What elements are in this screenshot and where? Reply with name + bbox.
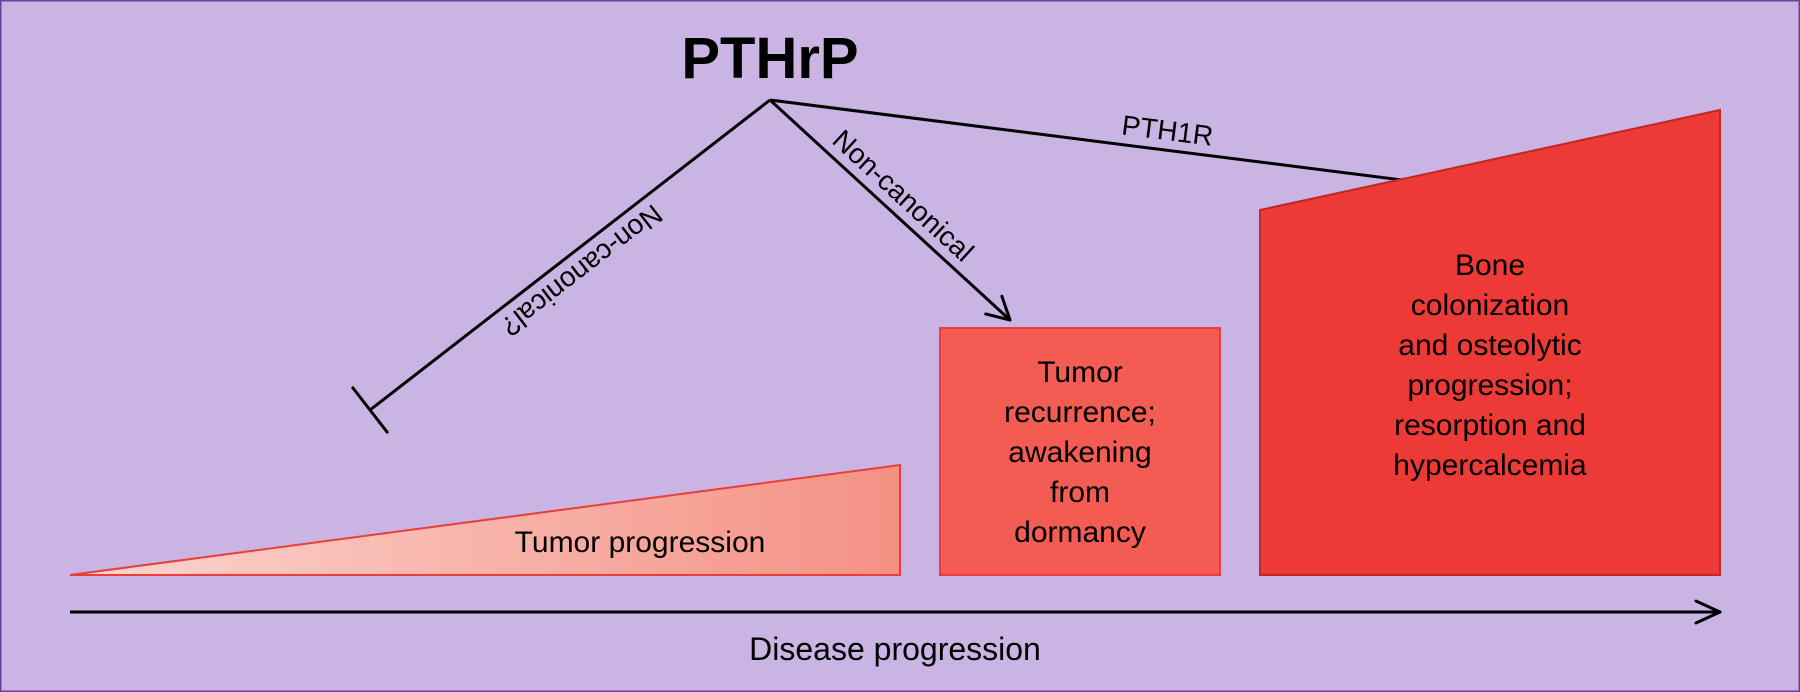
label-disease-progression: Disease progression — [749, 631, 1041, 667]
diagram-svg: PTHrPNon-canonical?Non-canonicalPTH1RTum… — [0, 0, 1800, 692]
label-tumor-progression: Tumor progression — [515, 526, 766, 559]
label-bone-colonization-line: colonization — [1411, 289, 1569, 322]
diagram-frame: PTHrPNon-canonical?Non-canonicalPTH1RTum… — [0, 0, 1800, 692]
label-bone-colonization-line: Bone — [1455, 249, 1525, 282]
title-pthrp: PTHrP — [681, 26, 858, 91]
label-bone-colonization-line: resorption and — [1394, 409, 1586, 442]
label-tumor-recurrence-line: dormancy — [1014, 516, 1146, 549]
label-bone-colonization-line: hypercalcemia — [1393, 449, 1587, 482]
label-tumor-recurrence-line: from — [1050, 476, 1110, 509]
label-bone-colonization-line: and osteolytic — [1398, 329, 1581, 362]
label-tumor-recurrence-line: awakening — [1008, 436, 1151, 469]
label-tumor-recurrence-line: Tumor — [1037, 356, 1123, 389]
label-tumor-recurrence-line: recurrence; — [1004, 396, 1156, 429]
label-bone-colonization-line: progression; — [1407, 369, 1572, 402]
